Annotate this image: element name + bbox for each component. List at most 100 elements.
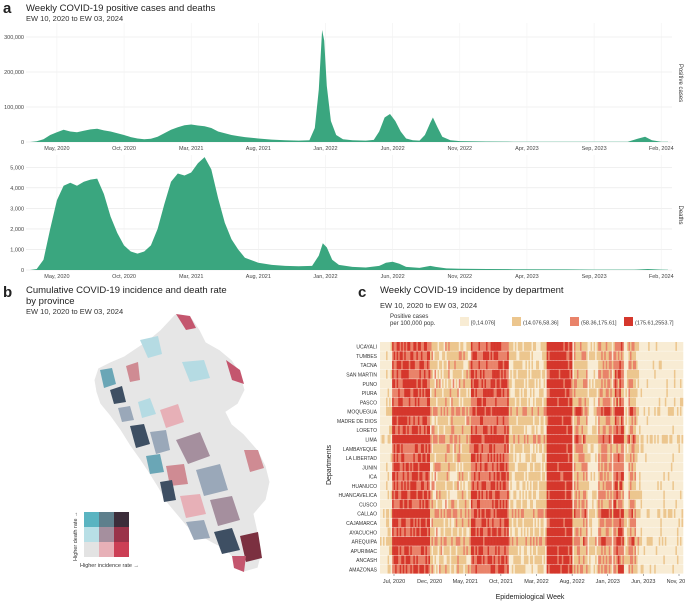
heat-cell — [590, 425, 593, 435]
heat-cell — [572, 481, 575, 491]
heat-cell — [454, 434, 457, 444]
heat-cell — [608, 471, 611, 481]
heat-cell — [536, 527, 538, 537]
heat-cell — [589, 351, 591, 361]
heat-cell — [393, 351, 396, 361]
heat-cell — [414, 481, 417, 491]
heat-cell — [395, 499, 397, 509]
heat-cell — [430, 564, 432, 574]
heat-cell — [504, 453, 507, 463]
heat-cell — [540, 425, 543, 435]
heat-cell — [528, 444, 531, 453]
heat-cell — [569, 527, 572, 537]
heat-cell — [584, 462, 587, 472]
heat-cell — [513, 444, 516, 453]
heat-cell — [417, 536, 420, 546]
heat-cell — [520, 462, 523, 472]
heat-cell — [637, 379, 640, 388]
heat-cell — [610, 434, 613, 444]
heat-cell — [642, 453, 644, 463]
heat-cell — [457, 471, 460, 481]
heat-cell — [390, 499, 393, 509]
heat-cell — [599, 406, 602, 416]
heat-cell — [569, 397, 572, 407]
heat-cell — [436, 397, 438, 407]
heat-cell — [470, 471, 473, 481]
heat-cell — [473, 369, 476, 379]
heat-cell — [393, 499, 396, 509]
heat-cell — [595, 481, 597, 491]
heat-cell — [548, 342, 550, 351]
heat-cell — [481, 444, 484, 453]
heat-cell — [660, 397, 663, 407]
heat-cell — [384, 564, 387, 574]
heat-cell — [575, 342, 578, 351]
heat-cell — [464, 434, 467, 444]
heat-cell — [533, 499, 535, 509]
heat-cell — [523, 518, 526, 528]
heat-cell — [649, 379, 652, 388]
heat-cell — [610, 425, 613, 435]
heat-cell — [605, 406, 608, 416]
heat-cell — [419, 351, 422, 361]
heat-cell — [576, 388, 579, 398]
heat-cell — [673, 351, 676, 361]
heat-cell — [478, 536, 481, 546]
heat-cell — [473, 388, 476, 398]
heat-cell — [499, 342, 502, 351]
heat-cell — [520, 471, 523, 481]
heat-cell — [408, 342, 411, 351]
heat-cell — [395, 379, 397, 388]
heat-cell — [595, 490, 597, 500]
heat-cell — [467, 471, 470, 481]
heat-legend-title-line1: Positive cases — [390, 314, 429, 320]
province-patch — [126, 362, 140, 382]
heat-cell — [573, 369, 576, 379]
heat-cell — [473, 379, 476, 388]
heat-cell — [475, 499, 478, 509]
heat-cell — [655, 360, 658, 370]
heat-cell — [414, 564, 417, 574]
heat-cell — [504, 481, 507, 491]
heat-cell — [404, 406, 407, 416]
heat-cell — [419, 471, 422, 481]
heat-cell — [417, 527, 420, 537]
heat-cell — [558, 499, 561, 509]
heat-cell — [452, 425, 455, 435]
heat-cell — [479, 527, 482, 537]
heat-cell — [581, 462, 584, 472]
heat-cell — [655, 397, 658, 407]
cases-area — [30, 30, 668, 142]
heat-cell — [392, 388, 394, 398]
heat-cell — [622, 527, 625, 537]
heat-cell — [461, 342, 464, 351]
heat-cell — [649, 342, 652, 351]
heat-cell — [564, 518, 567, 528]
heat-cell — [381, 351, 384, 361]
heat-cell — [623, 342, 626, 351]
heat-cell — [661, 546, 664, 556]
heat-cell — [381, 481, 384, 491]
heat-cell — [381, 546, 384, 556]
heat-cell — [536, 453, 538, 463]
heat-cell — [526, 490, 529, 500]
heat-cell — [570, 536, 573, 546]
heat-cell — [457, 518, 460, 528]
heat-cell — [557, 471, 560, 481]
heat-cell — [381, 425, 384, 435]
heat-cell — [563, 453, 566, 463]
heat-cell — [507, 416, 510, 426]
heat-cell — [669, 360, 672, 370]
heat-cell — [658, 406, 661, 416]
heat-cell — [386, 342, 388, 351]
heat-cell — [626, 379, 629, 388]
heat-cell — [508, 536, 511, 546]
heat-cell — [498, 527, 500, 537]
heat-cell — [636, 481, 638, 491]
heat-cell — [404, 360, 407, 370]
heat-cell — [578, 462, 581, 472]
heat-cell — [540, 518, 543, 528]
heat-cell — [513, 360, 516, 370]
heat-cell — [567, 416, 570, 426]
heat-cell — [570, 453, 573, 463]
